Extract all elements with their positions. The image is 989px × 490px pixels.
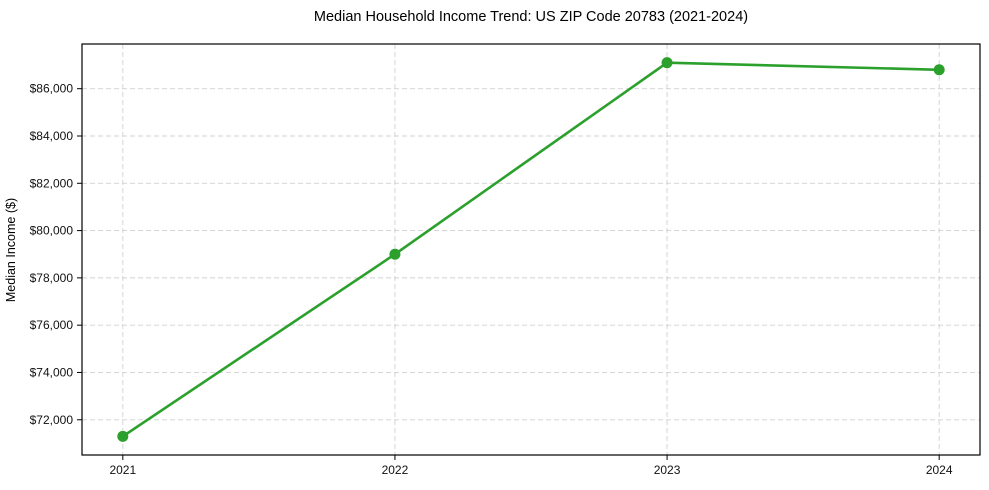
- y-tick-label: $82,000: [30, 176, 74, 190]
- y-tick-label: $72,000: [30, 413, 74, 427]
- x-tick-label: 2024: [926, 463, 953, 477]
- y-axis-title: Median Income ($): [4, 198, 18, 302]
- y-tick-label: $76,000: [30, 318, 74, 332]
- x-tick-label: 2022: [382, 463, 409, 477]
- x-tick-label: 2021: [109, 463, 136, 477]
- plot-area: $72,000 $74,000 $76,000 $78,000 $80,000 $82,0…: [30, 43, 981, 477]
- y-tick-label: $80,000: [30, 224, 74, 238]
- x-tick-label: 2023: [654, 463, 681, 477]
- y-tick-label: $78,000: [30, 271, 74, 285]
- y-tick-label: $86,000: [30, 82, 74, 96]
- data-point-marker-2024: [933, 64, 945, 76]
- data-point-marker-2022: [389, 248, 401, 260]
- trend-line: [121, 61, 941, 438]
- y-tick-label: $84,000: [30, 129, 74, 143]
- data-point-marker-2021: [117, 430, 129, 442]
- chart-title: Median Household Income Trend: US ZIP Co…: [314, 9, 748, 25]
- plot-border: [81, 43, 981, 456]
- y-tick-label: $74,000: [30, 365, 74, 379]
- data-point-marker-2023: [661, 57, 673, 69]
